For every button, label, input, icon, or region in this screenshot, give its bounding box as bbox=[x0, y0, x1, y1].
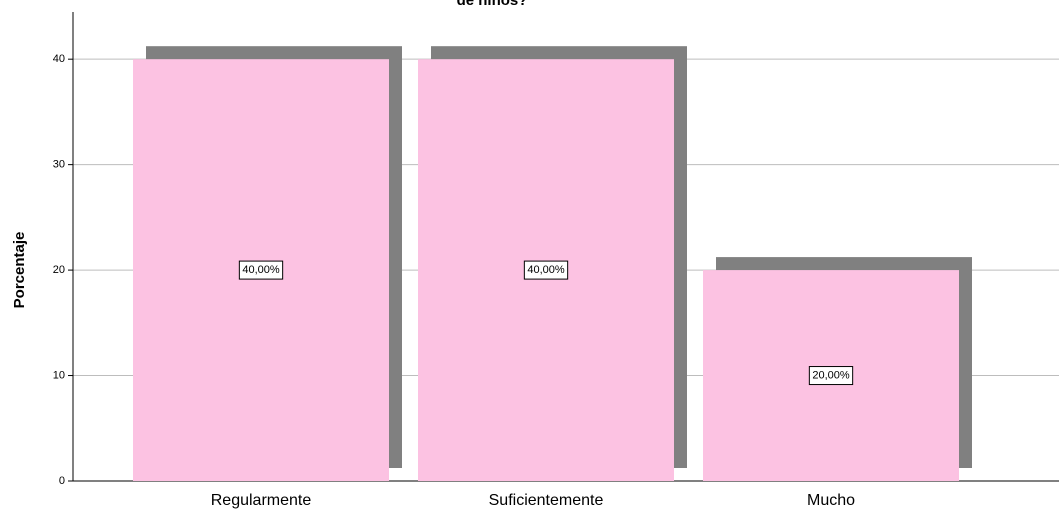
y-tick-label: 20 bbox=[53, 264, 65, 276]
value-label: 20,00% bbox=[812, 369, 850, 381]
value-label-box bbox=[808, 366, 854, 386]
y-tick-label: 30 bbox=[53, 159, 65, 171]
chart-title: de niños? bbox=[457, 0, 528, 9]
y-tick-label: 0 bbox=[59, 475, 65, 487]
y-tick-label: 10 bbox=[53, 369, 65, 381]
value-label-box bbox=[523, 260, 569, 280]
value-label: 40,00% bbox=[527, 264, 565, 276]
x-tick-label: Suficientemente bbox=[489, 492, 604, 509]
y-axis-label: Porcentaje bbox=[11, 232, 28, 309]
x-tick-label: Mucho bbox=[807, 492, 855, 509]
y-tick-label: 40 bbox=[53, 53, 65, 65]
value-label-box bbox=[238, 260, 284, 280]
x-tick-label: Regularmente bbox=[211, 492, 312, 509]
value-label: 40,00% bbox=[242, 264, 280, 276]
